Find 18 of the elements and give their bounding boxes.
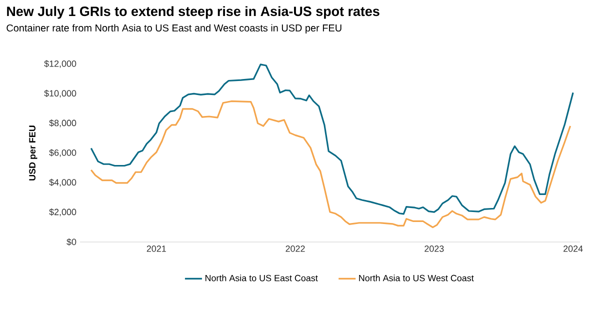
y-tick-label: $12,000: [44, 60, 76, 68]
y-tick-label: $4,000: [49, 178, 76, 187]
y-tick-label: $10,000: [44, 90, 76, 98]
x-tick-label: 2021: [146, 246, 166, 252]
y-axis-title: USD per FEU: [29, 126, 38, 180]
chart-title: New July 1 GRIs to extend steep rise in Asia-US spot rates: [7, 6, 380, 19]
line-series: [90, 100, 572, 228]
legend-label: North Asia to US West Coast: [359, 274, 474, 282]
y-tick-label: $0: [66, 238, 76, 246]
y-tick-label: $2,000: [49, 208, 76, 216]
line-series: [90, 64, 574, 215]
legend-label: North Asia to US East Coast: [205, 274, 318, 282]
x-tick-label: 2023: [424, 246, 444, 252]
x-tick-label: 2024: [564, 246, 583, 252]
chart-subtitle: Container rate from North Asia to US East and West coasts in USD per FEU: [6, 24, 342, 34]
x-tick-label: 2022: [286, 246, 305, 252]
y-tick-label: $6,000: [49, 149, 76, 157]
y-tick-label: $8,000: [49, 119, 76, 128]
